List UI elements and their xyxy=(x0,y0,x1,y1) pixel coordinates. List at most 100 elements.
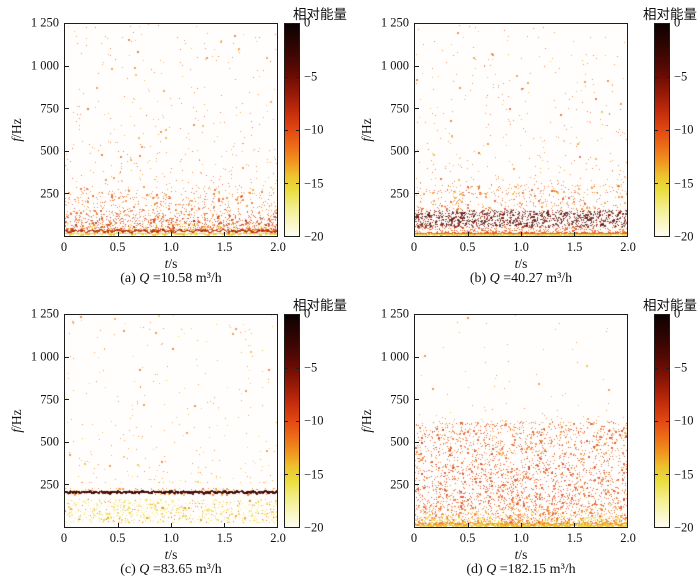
caption-flow-symbol: Q xyxy=(486,562,497,577)
x-axis-symbol: t xyxy=(164,256,169,271)
plot-area xyxy=(64,23,278,237)
colorbar-tick-mark xyxy=(296,182,299,184)
y-tick-label: 500 xyxy=(390,143,409,158)
x-tick-label: 2.0 xyxy=(270,531,286,545)
x-axis-label: t/s xyxy=(414,547,628,563)
colorbar-tick-mark xyxy=(666,420,669,422)
y-axis-symbol: f xyxy=(9,137,24,142)
y-tick-mark xyxy=(65,193,69,195)
y-tick-mark xyxy=(65,484,69,486)
colorbar-tick-mark xyxy=(296,367,299,369)
x-tick-label: 0.5 xyxy=(459,531,476,545)
y-tick-mark xyxy=(415,193,419,195)
x-tick-label: 0 xyxy=(410,531,418,545)
caption-flow-symbol: Q xyxy=(139,271,150,286)
x-tick-mark xyxy=(520,523,522,527)
caption-prefix: (d) xyxy=(466,562,487,577)
y-axis-symbol: f xyxy=(9,428,24,433)
subplot-c: 相对能量 f/Hz 1 250 1 000 750 500 250 0 0.5 1.0 1.5 2.0… xyxy=(0,291,350,583)
y-axis-label: f/Hz xyxy=(9,118,25,141)
colorbar-tick-mark xyxy=(296,129,299,131)
colorbar-tick-label: −20 xyxy=(674,229,694,244)
colorbar-tick-mark xyxy=(655,182,658,184)
x-axis-label: t/s xyxy=(64,256,278,272)
colorbar-tick-mark xyxy=(296,76,299,78)
colorbar-tick-mark xyxy=(666,367,669,369)
colorbar-tick-label: −20 xyxy=(674,520,694,535)
y-axis-unit: /Hz xyxy=(359,409,374,429)
y-tick-label: 1 000 xyxy=(30,58,59,73)
y-axis-unit: /Hz xyxy=(9,118,24,138)
scatter-canvas-b xyxy=(415,24,627,236)
caption-prefix: (a) xyxy=(120,271,140,286)
colorbar-title: 相对能量 xyxy=(293,7,347,22)
plot-area xyxy=(414,23,628,237)
colorbar-title: 相对能量 xyxy=(293,298,347,313)
subplot-caption: (a) Q =10.58 m³/h xyxy=(44,271,298,287)
y-tick-label: 750 xyxy=(390,392,409,407)
y-tick-mark xyxy=(65,150,69,152)
colorbar-tick-mark xyxy=(655,473,658,475)
caption-prefix: (b) xyxy=(469,271,490,286)
x-tick-label: 0 xyxy=(60,531,68,545)
colorbar-tick-label: −15 xyxy=(304,467,324,481)
plot-area xyxy=(414,314,628,528)
x-tick-label: 1.0 xyxy=(513,240,529,254)
y-axis-unit: /Hz xyxy=(359,118,374,138)
y-tick-label: 500 xyxy=(390,434,409,449)
caption-flow-symbol: Q xyxy=(139,562,150,577)
colorbar-tick-mark xyxy=(655,367,658,369)
y-tick-label: 500 xyxy=(40,434,59,449)
y-tick-label: 1 000 xyxy=(380,349,409,364)
y-tick-mark xyxy=(415,150,419,152)
colorbar-tick-mark xyxy=(655,129,658,131)
colorbar-tick-label: −5 xyxy=(674,69,688,83)
x-tick-mark xyxy=(117,232,119,236)
colorbar-tick-mark xyxy=(655,420,658,422)
x-tick-label: 2.0 xyxy=(270,240,286,254)
y-tick-mark xyxy=(65,65,69,67)
colorbar-tick-label: −15 xyxy=(674,467,694,481)
subplot-caption: (d) Q =182.15 m³/h xyxy=(394,562,648,578)
colorbar-tick-label: −15 xyxy=(674,176,694,190)
x-tick-mark xyxy=(467,523,469,527)
caption-value: =40.27 m³/h xyxy=(499,271,573,286)
colorbar xyxy=(284,23,300,237)
x-tick-label: 2.0 xyxy=(620,240,636,254)
colorbar-tick-label: −5 xyxy=(304,69,318,83)
colorbar-tick-label: −20 xyxy=(304,520,324,535)
x-tick-mark xyxy=(467,232,469,236)
y-tick-label: 750 xyxy=(40,101,59,116)
y-axis-symbol: f xyxy=(359,137,374,142)
colorbar-tick-label: −10 xyxy=(304,122,324,137)
y-tick-label: 250 xyxy=(40,477,59,492)
x-tick-mark xyxy=(117,523,119,527)
plot-area xyxy=(64,314,278,528)
y-tick-mark xyxy=(65,399,69,401)
x-axis-unit: /s xyxy=(168,256,178,271)
y-tick-mark xyxy=(415,484,419,486)
x-tick-label: 1.5 xyxy=(566,531,583,545)
caption-prefix: (c) xyxy=(120,562,140,577)
x-tick-label: 0.5 xyxy=(109,240,126,254)
y-tick-label: 1 250 xyxy=(380,306,409,321)
caption-flow-symbol: Q xyxy=(489,271,500,286)
y-tick-label: 750 xyxy=(40,392,59,407)
x-tick-label: 1.5 xyxy=(566,240,583,254)
colorbar xyxy=(284,314,300,528)
colorbar-tick-mark xyxy=(666,182,669,184)
colorbar-tick-label: 0 xyxy=(304,306,311,321)
y-tick-mark xyxy=(65,108,69,110)
y-axis-label: f/Hz xyxy=(9,409,25,432)
x-tick-label: 0 xyxy=(60,240,68,254)
x-tick-label: 1.0 xyxy=(163,531,179,545)
colorbar-tick-mark xyxy=(666,473,669,475)
colorbar-tick-label: −10 xyxy=(674,413,694,428)
y-tick-label: 1 000 xyxy=(380,58,409,73)
y-tick-mark xyxy=(415,399,419,401)
colorbar-tick-mark xyxy=(285,182,288,184)
y-tick-mark xyxy=(415,441,419,443)
y-tick-label: 500 xyxy=(40,143,59,158)
colorbar-tick-label: 0 xyxy=(674,306,681,321)
x-axis-symbol: t xyxy=(164,547,169,562)
